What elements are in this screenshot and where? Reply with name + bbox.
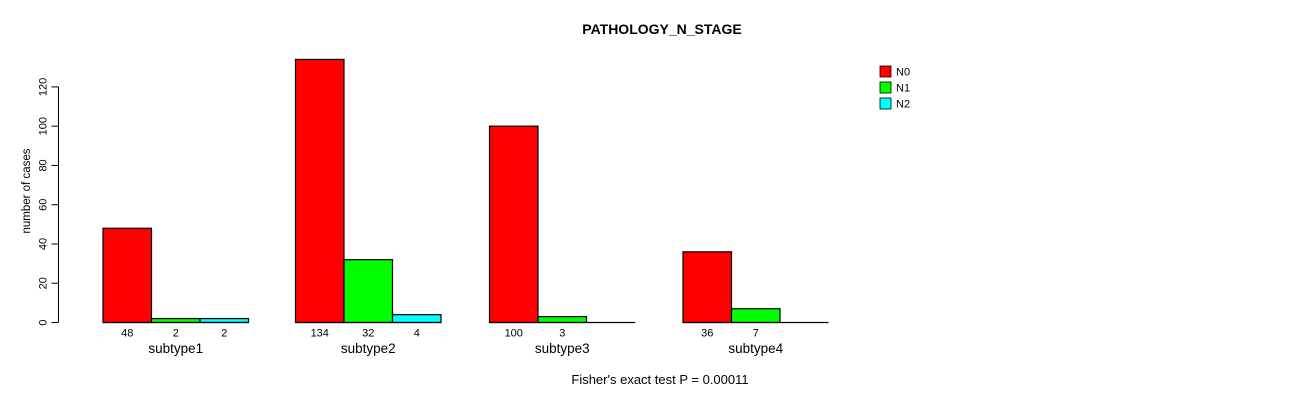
- category-label-subtype2: subtype2: [341, 341, 396, 356]
- y-tick-label: 60: [38, 199, 50, 211]
- bar-value-label: 2: [221, 328, 227, 340]
- legend-label-N0: N0: [896, 67, 910, 79]
- bar-N1-subtype4: [730, 308, 781, 324]
- category-label-subtype3: subtype3: [535, 341, 590, 356]
- bar-value-label: 4: [414, 328, 420, 340]
- y-tick-label: 100: [38, 117, 50, 135]
- bar-N0-subtype4: [682, 251, 733, 324]
- legend-swatch-N1: [879, 81, 892, 94]
- legend-label-N1: N1: [896, 83, 910, 95]
- y-axis-title: number of cases: [21, 148, 33, 233]
- bar-N0-subtype1: [102, 227, 153, 324]
- bar-value-label: 134: [311, 328, 329, 340]
- chart-title: PATHOLOGY_N_STAGE: [582, 21, 741, 37]
- category-label-subtype4: subtype4: [728, 341, 783, 356]
- bar-N2-subtype2: [391, 314, 442, 324]
- legend-label-N2: N2: [896, 99, 910, 111]
- y-tick-label: 40: [38, 238, 50, 250]
- legend-swatch-N0: [879, 65, 892, 78]
- bar-value-label: 7: [753, 328, 759, 340]
- y-tick-label: 0: [38, 319, 50, 325]
- bar-group-subtype2: 134 32 4 subtype2: [294, 58, 442, 356]
- bar-N0-subtype3: [488, 125, 539, 324]
- bar-value-label: 36: [701, 328, 713, 340]
- bar-N1-subtype2: [343, 259, 394, 324]
- bar-value-label: 2: [173, 328, 179, 340]
- legend: N0 N1 N2: [879, 65, 910, 111]
- y-tick-label: 80: [38, 159, 50, 171]
- bar-value-label: 48: [121, 328, 133, 340]
- chart-footer: Fisher's exact test P = 0.00011: [571, 372, 748, 387]
- y-tick-label: 20: [38, 277, 50, 289]
- bar-N0-subtype2: [294, 58, 345, 324]
- y-tick-label: 120: [38, 78, 50, 96]
- y-axis: 0 20 40 60 80 100 120 number of cases: [21, 78, 59, 326]
- bar-value-label: 3: [559, 328, 565, 340]
- bar-N1-subtype3: [537, 316, 588, 324]
- bar-value-label: 100: [505, 328, 523, 340]
- legend-swatch-N2: [879, 97, 892, 110]
- bar-value-label: 32: [362, 328, 374, 340]
- category-label-subtype1: subtype1: [148, 341, 203, 356]
